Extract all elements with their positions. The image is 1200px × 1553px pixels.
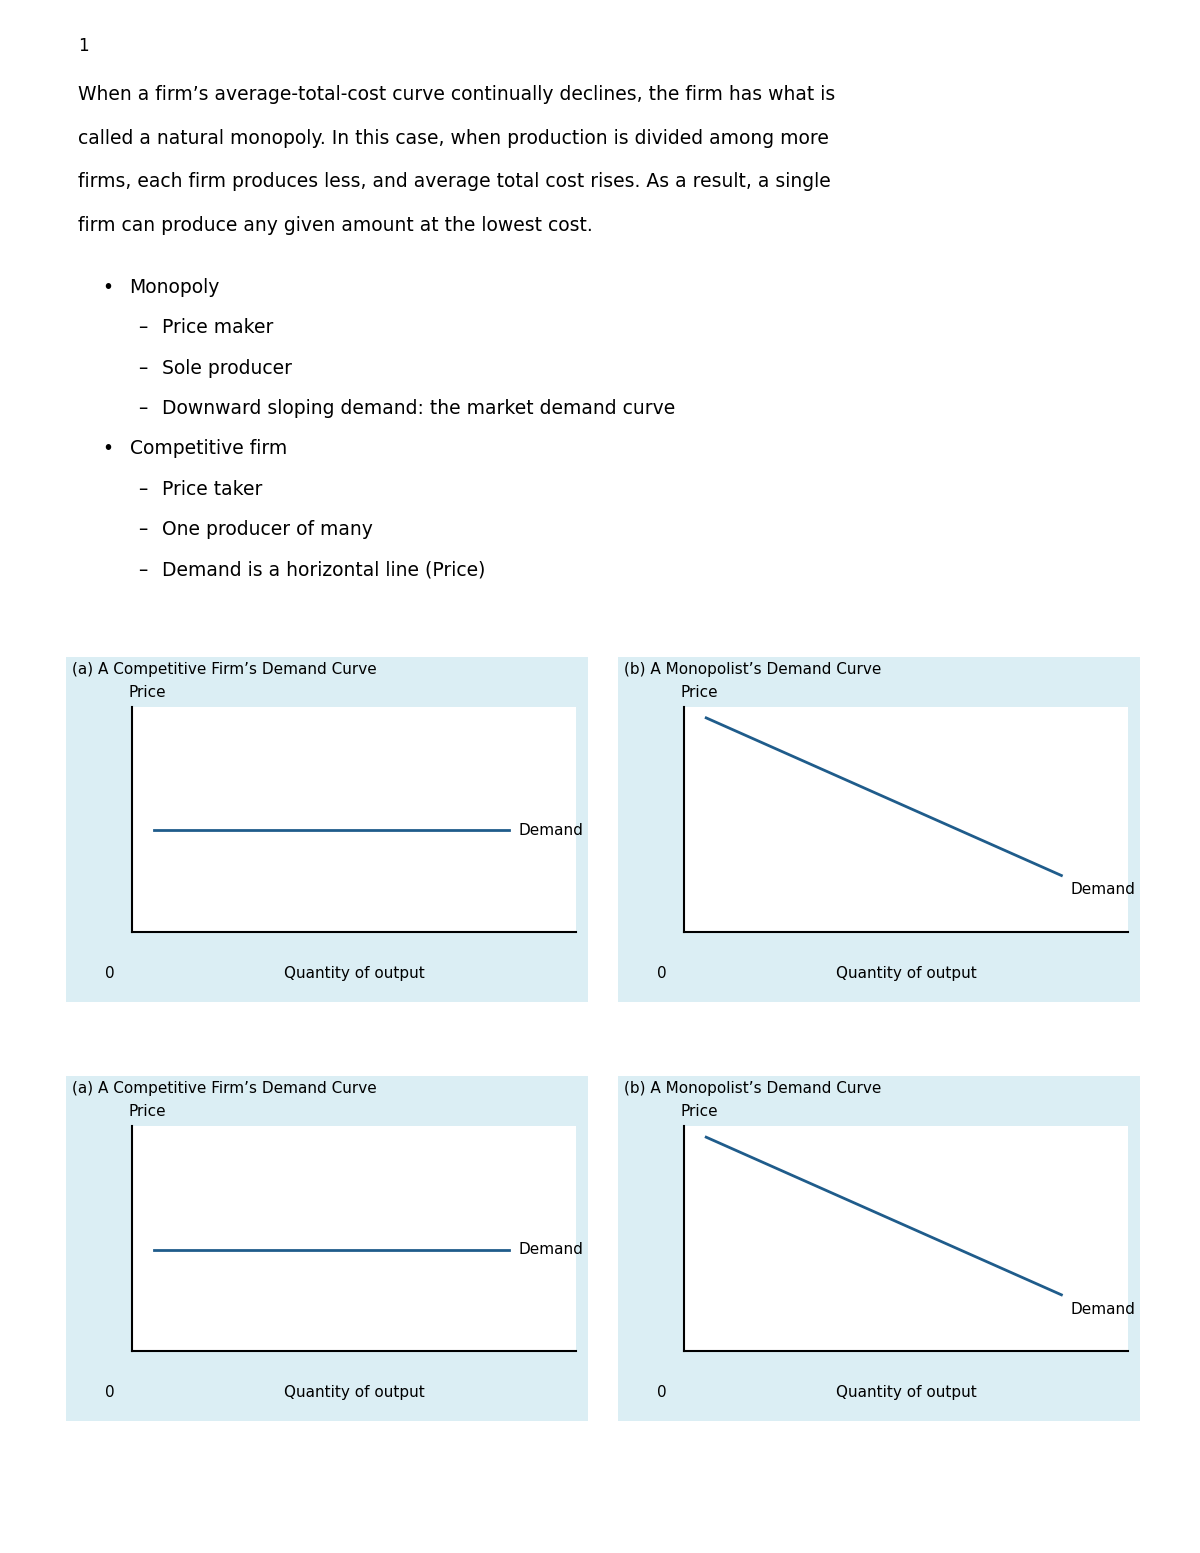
Text: Downward sloping demand: the market demand curve: Downward sloping demand: the market dema… (162, 399, 676, 418)
Text: Competitive firm: Competitive firm (130, 439, 287, 458)
Text: 0: 0 (656, 966, 667, 980)
Text: –: – (138, 359, 148, 377)
Text: called a natural monopoly. In this case, when production is divided among more: called a natural monopoly. In this case,… (78, 129, 829, 148)
Text: Demand: Demand (518, 1242, 583, 1258)
Text: –: – (138, 318, 148, 337)
FancyBboxPatch shape (618, 1076, 1140, 1421)
Text: –: – (138, 520, 148, 539)
Text: When a firm’s average-total-cost curve continually declines, the firm has what i: When a firm’s average-total-cost curve c… (78, 85, 835, 104)
FancyBboxPatch shape (618, 657, 1140, 1002)
Text: Quantity of output: Quantity of output (835, 1385, 977, 1399)
Text: Price: Price (680, 685, 718, 700)
Text: Price: Price (128, 685, 166, 700)
Text: 0: 0 (104, 966, 115, 980)
Text: •: • (102, 278, 113, 297)
Text: Demand: Demand (518, 823, 583, 839)
Text: Demand: Demand (1070, 1301, 1135, 1317)
Text: Quantity of output: Quantity of output (283, 966, 425, 980)
Text: (a) A Competitive Firm’s Demand Curve: (a) A Competitive Firm’s Demand Curve (72, 1081, 377, 1096)
Text: 0: 0 (656, 1385, 667, 1399)
Text: 0: 0 (104, 1385, 115, 1399)
FancyBboxPatch shape (66, 1076, 588, 1421)
Text: Monopoly: Monopoly (130, 278, 220, 297)
Text: Price: Price (128, 1104, 166, 1120)
Text: Price taker: Price taker (162, 480, 263, 499)
Text: Demand: Demand (1070, 882, 1135, 898)
Text: 1: 1 (78, 37, 89, 56)
Text: –: – (138, 561, 148, 579)
Text: (b) A Monopolist’s Demand Curve: (b) A Monopolist’s Demand Curve (624, 662, 881, 677)
Text: Quantity of output: Quantity of output (283, 1385, 425, 1399)
Text: Sole producer: Sole producer (162, 359, 292, 377)
Text: One producer of many: One producer of many (162, 520, 373, 539)
Text: –: – (138, 480, 148, 499)
Text: (b) A Monopolist’s Demand Curve: (b) A Monopolist’s Demand Curve (624, 1081, 881, 1096)
Text: –: – (138, 399, 148, 418)
Text: firm can produce any given amount at the lowest cost.: firm can produce any given amount at the… (78, 216, 593, 235)
Text: firms, each firm produces less, and average total cost rises. As a result, a sin: firms, each firm produces less, and aver… (78, 172, 830, 191)
Text: (a) A Competitive Firm’s Demand Curve: (a) A Competitive Firm’s Demand Curve (72, 662, 377, 677)
Text: Price maker: Price maker (162, 318, 274, 337)
FancyBboxPatch shape (66, 657, 588, 1002)
Text: Price: Price (680, 1104, 718, 1120)
Text: Demand is a horizontal line (Price): Demand is a horizontal line (Price) (162, 561, 485, 579)
Text: Quantity of output: Quantity of output (835, 966, 977, 980)
Text: •: • (102, 439, 113, 458)
